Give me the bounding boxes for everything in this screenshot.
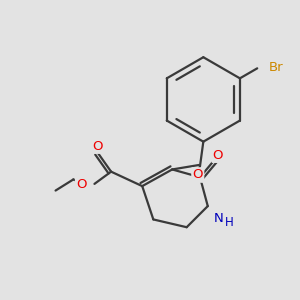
Text: O: O <box>92 140 103 153</box>
Text: N: N <box>213 212 223 225</box>
Text: O: O <box>213 149 223 162</box>
Text: O: O <box>76 178 87 191</box>
Text: O: O <box>193 169 203 182</box>
Text: Br: Br <box>268 61 283 74</box>
Text: H: H <box>224 216 233 229</box>
